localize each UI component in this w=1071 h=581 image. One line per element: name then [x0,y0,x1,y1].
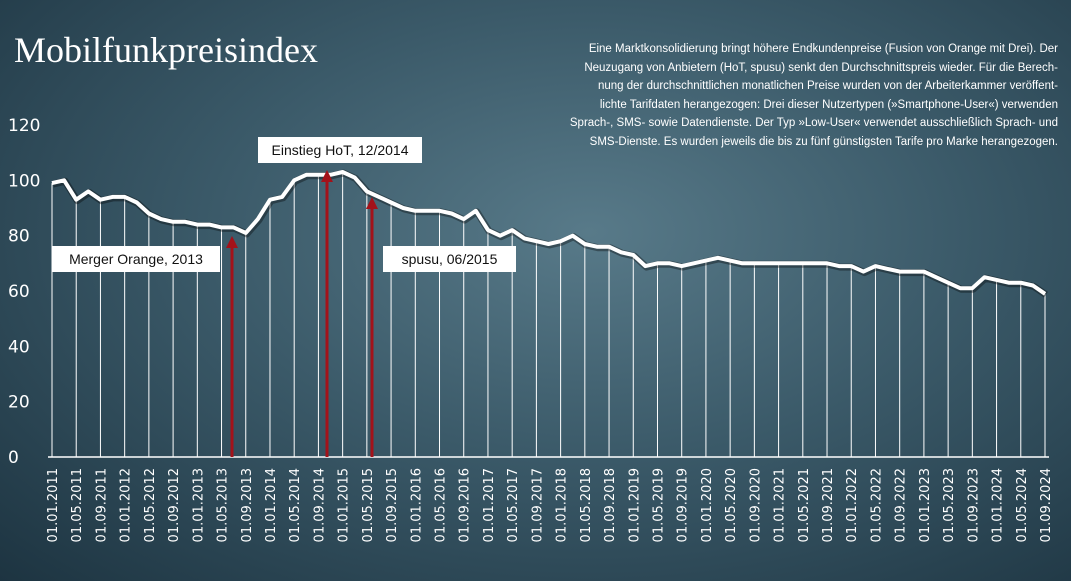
x-tick-label: 01.05.2020 [724,468,739,542]
x-tick-label: 01.01.2013 [191,468,206,542]
x-tick-label: 01.01.2017 [482,468,497,542]
chart-title: Mobilfunkpreisindex [14,30,318,70]
x-tick-label: 01.05.2017 [506,468,521,542]
x-tick-label: 01.01.2018 [555,468,570,542]
x-tick-label: 01.09.2022 [894,468,909,542]
x-tick-label: 01.01.2012 [119,468,134,542]
y-tick-label: 0 [8,448,19,468]
y-tick-label: 60 [8,282,30,302]
x-tick-label: 01.05.2021 [797,468,812,542]
x-tick-label: 01.09.2013 [240,468,255,542]
description-line: Sprach-, SMS- sowie Datendienste. Der Ty… [569,117,1058,130]
x-tick-label: 01.01.2019 [627,468,642,542]
x-tick-label: 01.09.2012 [167,468,182,542]
x-tick-label: 01.01.2023 [918,468,933,542]
x-tick-label: 01.01.2011 [46,468,61,542]
y-tick-label: 100 [8,171,40,191]
x-tick-label: 01.05.2022 [869,468,884,542]
arrow-head [366,197,378,209]
x-tick-label: 01.09.2011 [94,468,109,542]
x-tick-label: 01.09.2021 [821,468,836,542]
x-tick-label: 01.09.2016 [458,468,473,542]
y-tick-label: 20 [8,393,30,413]
annotation: Merger Orange, 2013 [69,251,203,267]
y-tick-label: 40 [8,337,30,357]
annotation: spusu, 06/2015 [402,251,498,267]
x-tick-label: 01.09.2015 [385,468,400,542]
x-tick-label: 01.05.2019 [651,468,666,542]
x-tick-label: 01.09.2024 [1039,468,1054,542]
x-tick-label: 01.09.2018 [603,468,618,542]
x-tick-label: 01.01.2016 [409,468,424,542]
x-tick-label: 01.05.2018 [579,468,594,542]
x-tick-label: 01.05.2011 [70,468,85,542]
x-tick-label: 01.01.2015 [337,468,352,542]
x-tick-label: 01.01.2021 [773,468,788,542]
x-tick-label: 01.01.2022 [845,468,860,542]
x-tick-label: 01.05.2016 [434,468,449,542]
x-tick-label: 01.05.2014 [288,468,303,542]
description: Eine Marktkonsolidierung bringt höhere E… [490,40,1058,152]
x-tick-label: 01.09.2023 [966,468,981,542]
x-tick-label: 01.09.2017 [530,468,545,542]
x-tick-label: 01.05.2013 [216,468,231,542]
x-tick-label: 01.05.2023 [942,468,957,542]
x-tick-label: 01.01.2014 [264,468,279,542]
x-tick-label: 01.09.2020 [748,468,763,542]
x-tick-label: 01.01.2020 [700,468,715,542]
line-shadow [52,169,1048,298]
description-line: Eine Marktkonsolidierung bringt höhere E… [588,43,1058,55]
annotation-box [383,246,516,272]
annotation: Einstieg HoT, 12/2014 [272,142,409,158]
description-line: SMS-Dienste. Es wurden jeweils die bis z… [589,135,1058,148]
x-tick-label: 01.05.2012 [143,468,158,542]
x-tick-label: 01.05.2015 [361,468,376,542]
data-line [51,170,1047,296]
x-tick-label: 01.09.2019 [676,468,691,542]
annotation-box [52,246,220,272]
x-tick-label: 01.09.2014 [312,468,327,542]
description-line: Neuzugang von Anbietern (HoT, spusu) sen… [584,61,1058,74]
arrow-head [321,170,333,182]
y-tick-label: 80 [8,227,30,247]
annotation-box [258,137,422,163]
x-tick-label: 01.01.2024 [991,468,1006,542]
x-tick-label: 01.05.2024 [1015,468,1030,542]
description-line: lichte Tarifdaten herangezogen: Drei die… [599,98,1058,111]
y-tick-label: 120 [8,116,40,136]
arrow-head [226,236,238,248]
description-line: nung der durchschnittlichen monatlichen … [597,80,1058,93]
